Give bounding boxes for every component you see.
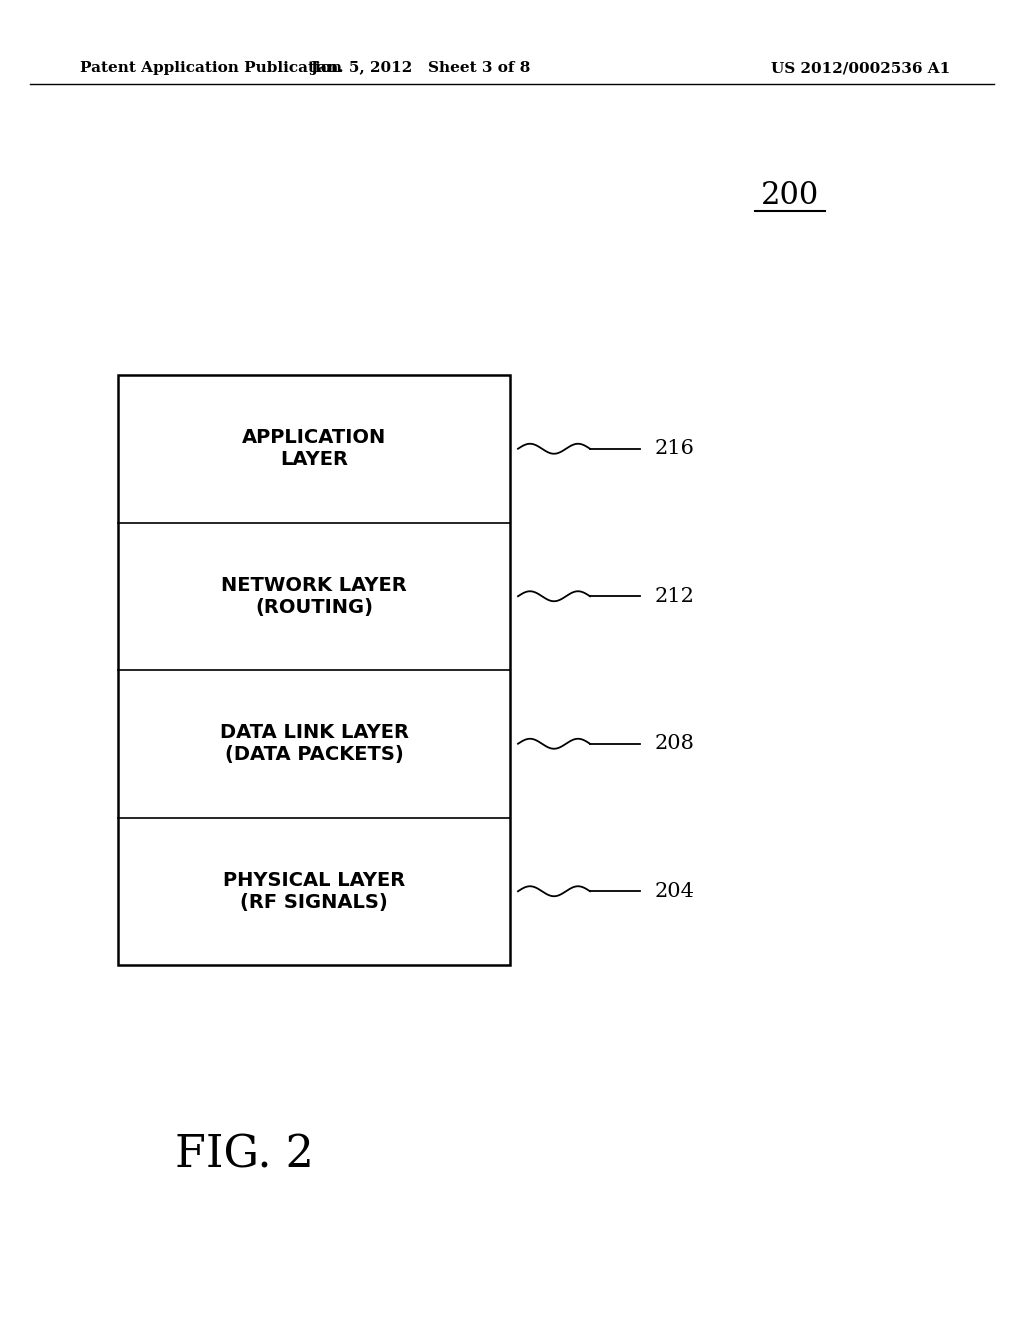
Text: 216: 216 (655, 440, 695, 458)
Text: US 2012/0002536 A1: US 2012/0002536 A1 (771, 61, 950, 75)
Text: Jan. 5, 2012   Sheet 3 of 8: Jan. 5, 2012 Sheet 3 of 8 (310, 61, 530, 75)
Text: 204: 204 (655, 882, 695, 900)
Text: 212: 212 (655, 587, 695, 606)
Bar (118, 375, 510, 965)
Text: DATA LINK LAYER
(DATA PACKETS): DATA LINK LAYER (DATA PACKETS) (219, 723, 409, 764)
Text: FIG. 2: FIG. 2 (175, 1134, 314, 1176)
Text: PHYSICAL LAYER
(RF SIGNALS): PHYSICAL LAYER (RF SIGNALS) (223, 871, 406, 912)
Text: 208: 208 (655, 734, 695, 754)
Text: APPLICATION
LAYER: APPLICATION LAYER (242, 428, 386, 469)
Text: 200: 200 (761, 180, 819, 210)
Text: Patent Application Publication: Patent Application Publication (80, 61, 342, 75)
Text: NETWORK LAYER
(ROUTING): NETWORK LAYER (ROUTING) (221, 576, 407, 616)
